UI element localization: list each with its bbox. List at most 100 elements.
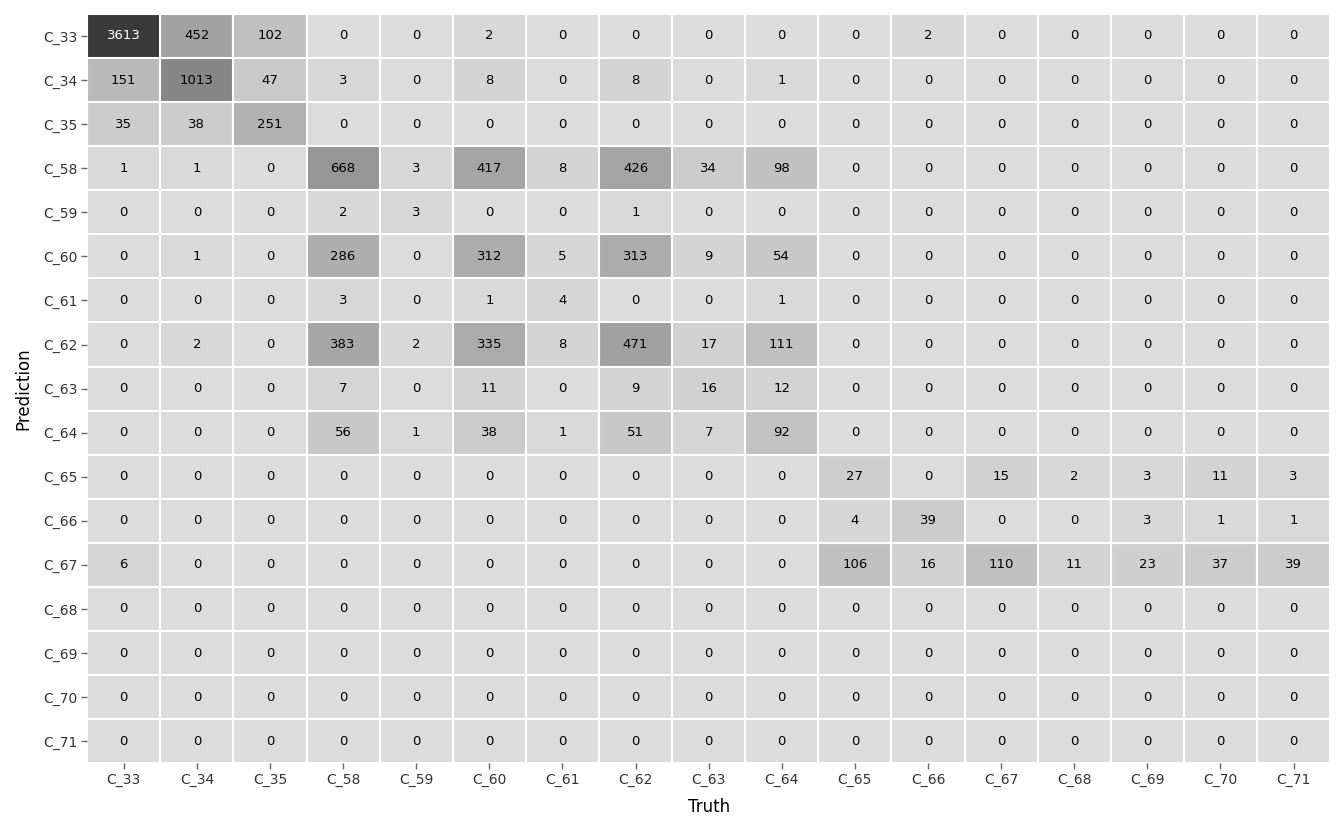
Text: 0: 0 [704, 515, 712, 527]
Text: 7: 7 [339, 382, 347, 395]
Text: 0: 0 [1070, 250, 1078, 263]
Text: 0: 0 [413, 515, 421, 527]
Text: 0: 0 [851, 250, 859, 263]
Text: 0: 0 [851, 162, 859, 174]
Text: 0: 0 [1216, 426, 1224, 439]
Text: 0: 0 [1289, 735, 1298, 748]
Text: 38: 38 [188, 118, 206, 130]
Text: 0: 0 [413, 74, 421, 86]
Text: 0: 0 [485, 515, 493, 527]
Text: 0: 0 [997, 118, 1005, 130]
Text: 0: 0 [413, 29, 421, 42]
Text: 0: 0 [704, 118, 712, 130]
Text: 0: 0 [851, 338, 859, 351]
Text: 0: 0 [851, 206, 859, 219]
Text: 38: 38 [481, 426, 497, 439]
Text: 0: 0 [1216, 338, 1224, 351]
Text: 0: 0 [413, 691, 421, 704]
Text: 5: 5 [558, 250, 567, 263]
Text: 0: 0 [1144, 118, 1152, 130]
Text: 3613: 3613 [106, 29, 141, 42]
Text: 0: 0 [704, 735, 712, 748]
Text: 0: 0 [558, 735, 567, 748]
Text: 0: 0 [632, 691, 640, 704]
Text: 1: 1 [1289, 515, 1298, 527]
Text: 0: 0 [632, 603, 640, 616]
Text: 0: 0 [192, 559, 202, 571]
Text: 2: 2 [485, 29, 493, 42]
Text: 0: 0 [778, 691, 786, 704]
Text: 39: 39 [919, 515, 937, 527]
Text: 0: 0 [120, 382, 128, 395]
Text: 0: 0 [558, 603, 567, 616]
Text: 0: 0 [1289, 647, 1298, 660]
Text: 0: 0 [997, 29, 1005, 42]
Text: 0: 0 [997, 74, 1005, 86]
X-axis label: Truth: Truth [688, 798, 730, 816]
Text: 0: 0 [120, 735, 128, 748]
Text: 39: 39 [1285, 559, 1302, 571]
Text: 668: 668 [331, 162, 356, 174]
Text: 0: 0 [778, 515, 786, 527]
Text: 286: 286 [331, 250, 356, 263]
Text: 0: 0 [558, 647, 567, 660]
Text: 0: 0 [192, 515, 202, 527]
Text: 0: 0 [997, 426, 1005, 439]
Text: 0: 0 [997, 515, 1005, 527]
Text: 0: 0 [266, 426, 274, 439]
Text: 0: 0 [1216, 735, 1224, 748]
Text: 0: 0 [192, 294, 202, 307]
Text: 0: 0 [339, 471, 347, 483]
Text: 56: 56 [335, 426, 352, 439]
Text: 2: 2 [1070, 471, 1078, 483]
Text: 37: 37 [1212, 559, 1228, 571]
Text: 3: 3 [1289, 471, 1298, 483]
Text: 0: 0 [851, 118, 859, 130]
Text: 4: 4 [851, 515, 859, 527]
Text: 0: 0 [413, 250, 421, 263]
Text: 0: 0 [632, 515, 640, 527]
Text: 0: 0 [704, 559, 712, 571]
Text: 0: 0 [704, 603, 712, 616]
Text: 0: 0 [923, 382, 933, 395]
Text: 0: 0 [413, 118, 421, 130]
Text: 106: 106 [843, 559, 867, 571]
Text: 0: 0 [413, 603, 421, 616]
Text: 0: 0 [923, 74, 933, 86]
Text: 0: 0 [997, 647, 1005, 660]
Text: 11: 11 [481, 382, 497, 395]
Text: 0: 0 [1070, 29, 1078, 42]
Text: 0: 0 [923, 691, 933, 704]
Text: 0: 0 [266, 735, 274, 748]
Text: 0: 0 [704, 29, 712, 42]
Text: 0: 0 [266, 515, 274, 527]
Text: 3: 3 [1144, 515, 1152, 527]
Text: 471: 471 [622, 338, 648, 351]
Text: 0: 0 [339, 559, 347, 571]
Text: 0: 0 [704, 691, 712, 704]
Text: 0: 0 [851, 294, 859, 307]
Text: 0: 0 [851, 691, 859, 704]
Text: 0: 0 [851, 382, 859, 395]
Text: 0: 0 [923, 603, 933, 616]
Text: 0: 0 [413, 382, 421, 395]
Text: 0: 0 [558, 691, 567, 704]
Text: 0: 0 [1144, 206, 1152, 219]
Text: 11: 11 [1212, 471, 1228, 483]
Text: 0: 0 [1216, 294, 1224, 307]
Text: 0: 0 [1070, 206, 1078, 219]
Text: 16: 16 [700, 382, 718, 395]
Text: 313: 313 [622, 250, 648, 263]
Text: 0: 0 [1289, 162, 1298, 174]
Text: 0: 0 [558, 118, 567, 130]
Text: 3: 3 [413, 162, 421, 174]
Text: 1013: 1013 [180, 74, 214, 86]
Text: 0: 0 [339, 735, 347, 748]
Text: 0: 0 [1289, 29, 1298, 42]
Text: 2: 2 [923, 29, 933, 42]
Text: 0: 0 [851, 603, 859, 616]
Text: 0: 0 [1216, 250, 1224, 263]
Text: 0: 0 [339, 647, 347, 660]
Text: 0: 0 [120, 691, 128, 704]
Text: 0: 0 [413, 471, 421, 483]
